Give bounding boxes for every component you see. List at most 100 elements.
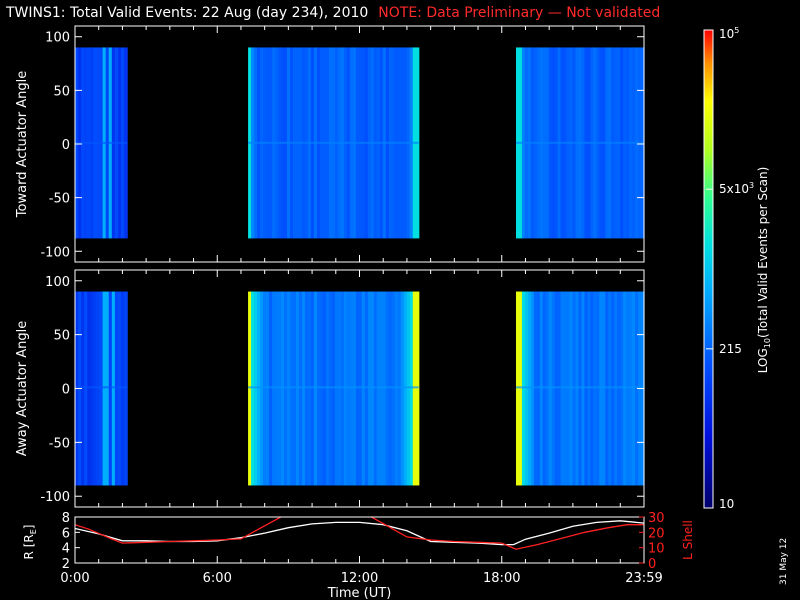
heatmap-cell: [533, 291, 538, 486]
toward-angle-panel: -100 -50 0 50 100 Toward Actuator Angle: [15, 25, 645, 263]
heatmap-cell: [331, 291, 336, 486]
heatmap-cell: [575, 291, 580, 486]
heatmap-cell: [111, 291, 116, 486]
heatmap-cell: [355, 291, 360, 486]
heatmap-cell: [536, 291, 541, 486]
zero-angle-band: [515, 386, 644, 389]
heatmap-cell: [251, 291, 255, 486]
colorbar-tick-label: 10: [719, 497, 734, 511]
zero-angle-band: [75, 386, 128, 389]
heatmap-cell: [521, 291, 526, 486]
y-tick-label: 50: [53, 329, 70, 344]
heatmap-cell: [343, 291, 348, 486]
heatmap-cell: [346, 291, 351, 486]
x-axis-label: Time (UT): [327, 586, 392, 600]
chart-title: TWINS1: Total Valid Events: 22 Aug (day …: [6, 5, 660, 21]
date-stamp: 31 May 12: [779, 538, 789, 585]
radius-line: [75, 520, 644, 546]
y2-tick-label: 30: [648, 511, 665, 526]
heatmap-cell: [96, 291, 101, 486]
heatmap-cell: [623, 291, 627, 486]
colorbar-tick-base: 10: [719, 497, 734, 511]
y-tick-label: 8: [62, 511, 70, 526]
heatmap-cell: [298, 291, 303, 486]
heatmap-cell: [340, 291, 345, 486]
heatmap-cell: [379, 291, 384, 486]
colorbar-tick-base: 10: [719, 27, 734, 41]
heatmap-cell: [515, 291, 520, 486]
heatmap-cell: [349, 291, 354, 486]
heatmap-cell: [403, 291, 408, 486]
heatmap-cell: [284, 291, 288, 486]
heatmap-cell: [563, 291, 568, 486]
heatmap-cell: [602, 291, 606, 486]
heatmap-cell: [635, 291, 639, 486]
x-tick-label: 0:00: [60, 571, 89, 586]
heatmap-cell: [545, 291, 550, 486]
heatmap-cell: [84, 291, 88, 486]
heatmap-cell: [373, 291, 378, 486]
heatmap-cell: [581, 291, 586, 486]
y-tick-label: 50: [53, 84, 70, 99]
y-axis-label-main: R [R: [22, 534, 36, 559]
heatmap-cell: [629, 291, 633, 486]
colorbar-tick-exp: 5: [734, 26, 739, 35]
heatmap-cell: [632, 291, 636, 486]
zero-angle-band: [515, 141, 644, 144]
heatmap-cell: [361, 291, 366, 486]
y-axis-label: R [RE]: [22, 525, 38, 560]
heatmap-cell: [572, 291, 577, 486]
heatmap-cell: [287, 291, 291, 486]
heatmap-cell: [551, 291, 556, 486]
heatmap-cell: [557, 291, 562, 486]
heatmap-cell: [260, 291, 264, 486]
heatmap-cell: [626, 291, 630, 486]
heatmap-cell: [334, 291, 339, 486]
heatmap-cell: [620, 291, 624, 486]
title-text: TWINS1: Total Valid Events: 22 Aug (day …: [6, 5, 369, 21]
y-axis-label: Toward Actuator Angle: [15, 71, 30, 218]
zero-angle-band: [75, 141, 128, 144]
heatmap-cell: [102, 291, 107, 486]
heatmap-cell: [301, 291, 306, 486]
away-angle-panel: -100 -50 0 50 100 Away Actuator Angle: [15, 269, 645, 508]
heatmap-cell: [614, 291, 618, 486]
heatmap-cell: [81, 291, 85, 486]
y-axis-label-end: ]: [22, 525, 36, 530]
heatmap-cell: [319, 291, 324, 486]
heatmap-cell: [307, 291, 312, 486]
colorbar-gradient: [703, 29, 714, 509]
heatmap-cell: [281, 291, 285, 486]
heatmap-cell: [566, 291, 571, 486]
heatmap-cell: [313, 291, 318, 486]
heatmap-cell: [415, 291, 420, 486]
y-tick-label: 0: [62, 138, 70, 153]
y-tick-label: 2: [62, 557, 70, 572]
heatmap-cell: [397, 291, 402, 486]
y-tick-label: 0: [62, 383, 70, 398]
heatmap-cell: [99, 291, 104, 486]
colorbar-tick-label: 105: [719, 26, 739, 41]
zero-angle-band: [248, 141, 419, 144]
heatmap-cell: [409, 291, 414, 486]
colorbar-tick-base: 215: [719, 342, 742, 356]
y2-tick-label: 10: [648, 542, 665, 557]
heatmap-cell: [400, 291, 405, 486]
y-tick-label: -100: [40, 490, 70, 505]
heatmap-cell: [617, 291, 621, 486]
y2-axis-label: L Shell: [681, 520, 695, 560]
heatmap-cell: [560, 291, 565, 486]
y-tick-label: -50: [49, 192, 70, 207]
heatmap-cell: [367, 291, 372, 486]
heatmap-cell: [124, 291, 128, 486]
heatmap-cell: [524, 291, 529, 486]
heatmap-cell: [530, 291, 535, 486]
heatmap-cell: [87, 291, 91, 486]
heatmap-cell: [388, 291, 393, 486]
lshell-line: [75, 517, 644, 550]
x-tick-label: 12:00: [341, 571, 378, 586]
